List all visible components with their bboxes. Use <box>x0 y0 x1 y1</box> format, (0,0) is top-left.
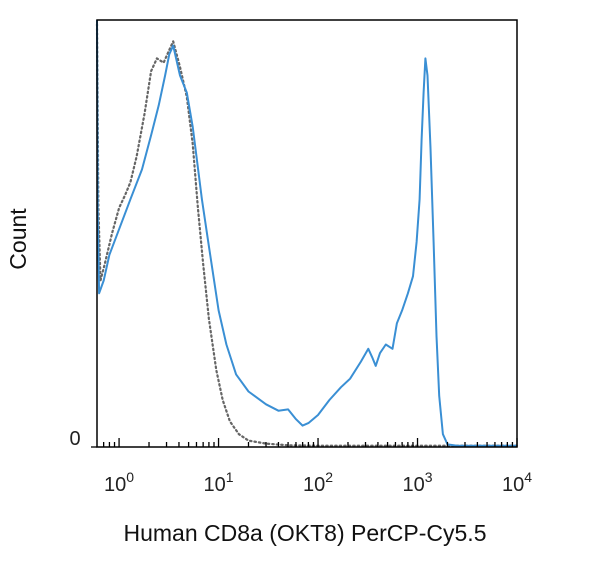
x-tick-label: 102 <box>303 469 333 496</box>
plot-area <box>95 19 519 447</box>
y-tick-label: 0 <box>69 428 80 450</box>
x-tick-label: 100 <box>104 469 134 496</box>
x-tick-label: 101 <box>204 469 234 496</box>
plot-frame <box>96 19 518 448</box>
y-axis-title: Count <box>5 208 31 270</box>
control-histogram-line <box>95 23 519 447</box>
x-tick-label: 103 <box>402 469 432 496</box>
stained-histogram-line <box>96 19 517 447</box>
axes: 100 101 102 103 104 0 <box>69 19 532 496</box>
x-axis-title: Human CD8a (OKT8) PerCP-Cy5.5 <box>124 520 487 546</box>
x-tick-label: 104 <box>502 469 532 496</box>
